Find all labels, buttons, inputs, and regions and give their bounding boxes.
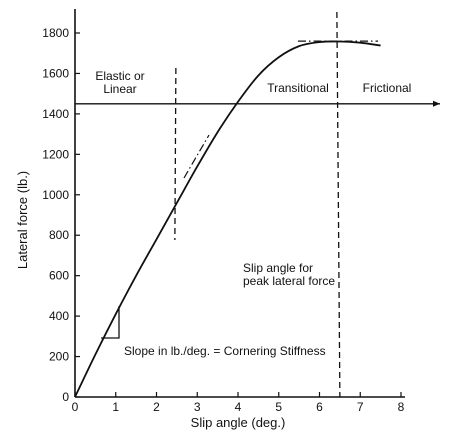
x-tick-label: 8 <box>398 400 405 414</box>
y-axis-label: Lateral force (lb.) <box>15 171 30 269</box>
x-tick-label: 1 <box>112 400 119 414</box>
x-tick-label: 2 <box>153 400 160 414</box>
x-tick-label: 7 <box>357 400 364 414</box>
region-label-frictional: Frictional <box>363 81 412 95</box>
peak-slip-line <box>336 11 341 398</box>
y-tick-label: 800 <box>49 228 69 242</box>
reference-lines <box>75 11 440 398</box>
linear-boundary-line <box>174 67 177 241</box>
axes <box>74 9 405 398</box>
annotation-layer: Elastic or Linear Transitional Frictional Sl… <box>95 69 411 358</box>
linear-tangent-line <box>183 134 210 179</box>
x-axis-label: Slip angle (deg.) <box>191 415 286 430</box>
y-tick-label: 0 <box>62 390 69 404</box>
region-label-transitional: Transitional <box>267 81 329 95</box>
y-tick-label: 1800 <box>42 26 69 40</box>
x-tick-label: 0 <box>72 400 79 414</box>
y-tick-label: 1400 <box>42 107 69 121</box>
lateral-force-curve <box>74 40 381 398</box>
x-tick-label: 4 <box>235 400 242 414</box>
annotation-cornering-stiffness: Slope in lb./deg. = Cornering Stiffness <box>124 344 326 358</box>
annotation-peak-slip: Slip angle for peak lateral force <box>243 261 335 288</box>
y-tick-label: 200 <box>49 350 69 364</box>
x-tick-label: 3 <box>194 400 201 414</box>
series-layer <box>74 40 381 398</box>
axis-ticks: 0 1 2 3 4 5 6 7 8 0 200 400 600 800 1000 1200 1400 1600 18… <box>42 26 404 414</box>
y-tick-label: 1600 <box>42 66 69 80</box>
y-tick-label: 1200 <box>42 147 69 161</box>
y-tick-label: 400 <box>49 309 69 323</box>
x-tick-label: 5 <box>275 400 282 414</box>
x-tick-label: 6 <box>316 400 323 414</box>
y-tick-label: 1000 <box>42 188 69 202</box>
region-label-elastic: Elastic or Linear <box>95 69 144 96</box>
slope-triangle <box>101 306 120 339</box>
y-tick-label: 600 <box>49 269 69 283</box>
